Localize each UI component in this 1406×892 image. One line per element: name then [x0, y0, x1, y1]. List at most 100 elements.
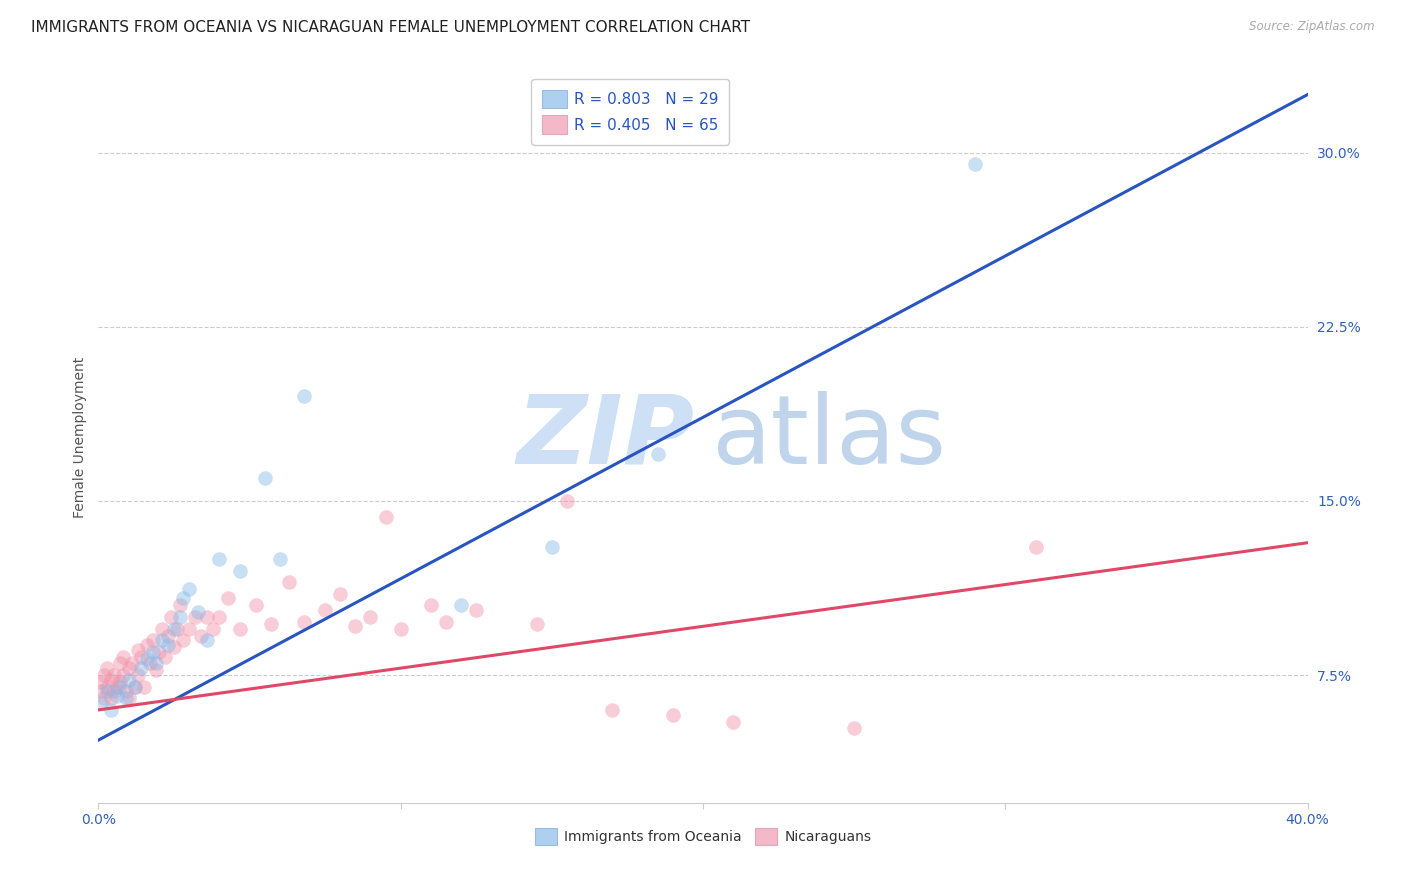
Text: atlas: atlas — [711, 391, 946, 483]
Point — [965, 157, 987, 171]
Point — [229, 622, 252, 636]
Point — [602, 703, 624, 717]
Point — [108, 680, 131, 694]
Point — [208, 610, 231, 624]
Point — [434, 615, 457, 629]
Point — [172, 633, 194, 648]
Point — [169, 599, 191, 613]
Point — [129, 649, 152, 664]
Point — [153, 649, 176, 664]
Point — [526, 617, 548, 632]
Point — [187, 606, 209, 620]
Point — [172, 591, 194, 606]
Point — [103, 668, 125, 682]
Point — [93, 668, 115, 682]
Point — [314, 603, 336, 617]
Point — [127, 642, 149, 657]
Point — [374, 510, 396, 524]
Point — [108, 675, 131, 690]
Point — [108, 657, 131, 671]
Point — [253, 471, 276, 485]
Point — [105, 689, 128, 703]
Point — [156, 629, 179, 643]
Y-axis label: Female Unemployment: Female Unemployment — [73, 357, 87, 517]
Point — [647, 448, 669, 462]
Point — [465, 603, 488, 617]
Point — [105, 680, 128, 694]
Legend: Immigrants from Oceania, Nicaraguans: Immigrants from Oceania, Nicaraguans — [529, 822, 877, 851]
Point — [229, 564, 252, 578]
Point — [90, 675, 112, 690]
Point — [844, 722, 866, 736]
Point — [100, 673, 122, 687]
Point — [160, 610, 183, 624]
Point — [360, 610, 382, 624]
Point — [150, 633, 173, 648]
Point — [90, 684, 112, 698]
Point — [129, 661, 152, 675]
Point — [245, 599, 267, 613]
Point — [145, 664, 167, 678]
Point — [260, 617, 283, 632]
Point — [142, 645, 165, 659]
Point — [169, 610, 191, 624]
Point — [269, 552, 291, 566]
Point — [118, 691, 141, 706]
Point — [148, 645, 170, 659]
Point — [540, 541, 562, 555]
Point — [100, 691, 122, 706]
Point — [344, 619, 367, 633]
Point — [292, 389, 315, 403]
Point — [100, 703, 122, 717]
Point — [420, 599, 443, 613]
Point — [121, 657, 143, 671]
Point — [292, 615, 315, 629]
Point — [450, 599, 472, 613]
Point — [118, 661, 141, 675]
Point — [96, 684, 118, 698]
Point — [156, 638, 179, 652]
Point — [93, 691, 115, 706]
Point — [208, 552, 231, 566]
Point — [96, 680, 118, 694]
Point — [202, 622, 225, 636]
Point — [195, 610, 218, 624]
Point — [179, 622, 201, 636]
Point — [90, 696, 112, 710]
Point — [150, 622, 173, 636]
Point — [195, 633, 218, 648]
Point — [163, 622, 186, 636]
Point — [179, 582, 201, 597]
Text: IMMIGRANTS FROM OCEANIA VS NICARAGUAN FEMALE UNEMPLOYMENT CORRELATION CHART: IMMIGRANTS FROM OCEANIA VS NICARAGUAN FE… — [31, 20, 749, 35]
Point — [124, 680, 146, 694]
Point — [111, 668, 134, 682]
Point — [114, 691, 136, 706]
Point — [277, 575, 299, 590]
Point — [135, 652, 157, 666]
Point — [661, 707, 683, 722]
Point — [1024, 541, 1046, 555]
Point — [389, 622, 412, 636]
Point — [118, 673, 141, 687]
Point — [127, 668, 149, 682]
Point — [723, 714, 745, 729]
Point — [329, 587, 352, 601]
Text: ZIP: ZIP — [516, 391, 695, 483]
Point — [114, 684, 136, 698]
Point — [96, 661, 118, 675]
Point — [124, 680, 146, 694]
Point — [555, 494, 578, 508]
Point — [163, 640, 186, 655]
Point — [145, 657, 167, 671]
Point — [190, 629, 212, 643]
Point — [142, 633, 165, 648]
Point — [103, 684, 125, 698]
Point — [217, 591, 239, 606]
Point — [184, 610, 207, 624]
Point — [135, 638, 157, 652]
Point — [132, 680, 155, 694]
Text: Source: ZipAtlas.com: Source: ZipAtlas.com — [1250, 20, 1375, 33]
Point — [111, 649, 134, 664]
Point — [166, 622, 188, 636]
Point — [139, 657, 162, 671]
